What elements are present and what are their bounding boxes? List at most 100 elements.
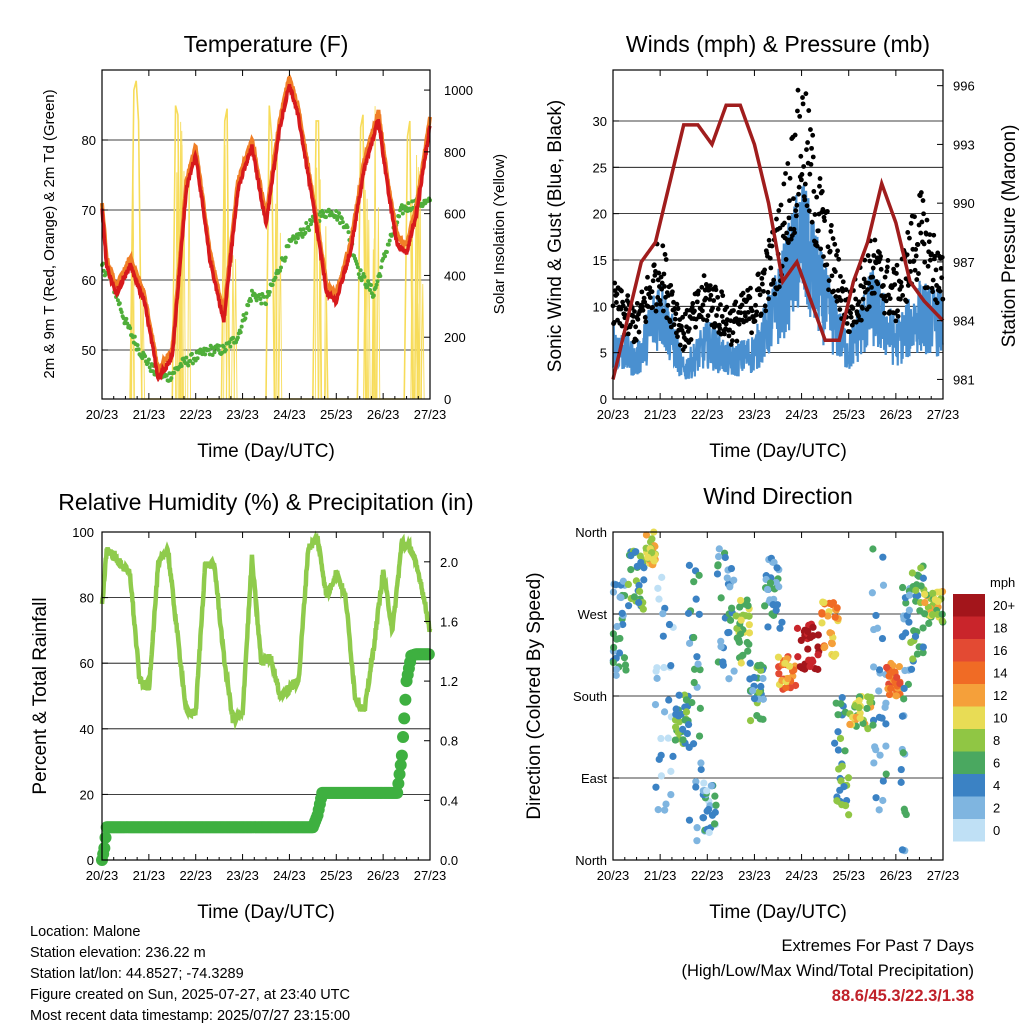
- direction-point: [897, 765, 905, 774]
- direction-point: [743, 596, 751, 604]
- direction-point: [837, 700, 845, 708]
- direction-point: [757, 682, 765, 691]
- legend-swatch: [953, 661, 985, 684]
- gust-point: [826, 287, 831, 293]
- gust-point: [860, 296, 866, 302]
- direction-point: [703, 787, 711, 795]
- direction-point: [672, 710, 680, 718]
- direction-point: [665, 620, 674, 629]
- gust-point: [837, 307, 843, 312]
- solar-spike: [231, 255, 235, 400]
- x-tick-label: 25/23: [832, 868, 865, 883]
- direction-point: [838, 693, 846, 702]
- gust-point: [803, 91, 809, 97]
- direction-point: [929, 589, 937, 597]
- gust-point: [808, 127, 813, 132]
- direction-point: [773, 601, 782, 609]
- direction-point: [699, 814, 707, 822]
- dewpoint-point: [216, 347, 221, 352]
- x-tick-label: 21/23: [644, 868, 677, 883]
- direction-point: [746, 717, 755, 725]
- direction-point: [875, 687, 883, 695]
- gust-point: [792, 132, 798, 138]
- dewpoint-point: [266, 292, 271, 297]
- gust-point: [613, 300, 619, 305]
- gust-point: [824, 262, 830, 268]
- direction-point: [660, 708, 669, 716]
- gust-point: [912, 267, 918, 273]
- dewpoint-point: [146, 357, 151, 362]
- humidity-ticks: 20/23 21/23 22/23 23/23 24/23 25/23 26/23 27/23…: [72, 525, 458, 883]
- gust-point: [922, 259, 928, 265]
- dewpoint-point: [270, 282, 275, 287]
- dewpoint-point: [397, 214, 402, 219]
- gust-point: [759, 281, 765, 287]
- precip-point: [395, 749, 408, 762]
- gust-point: [633, 324, 639, 330]
- direction-point: [899, 749, 907, 757]
- direction-point: [730, 667, 738, 675]
- direction-point: [772, 606, 780, 614]
- direction-point: [814, 651, 822, 659]
- dewpoint-point: [354, 262, 359, 267]
- gust-point: [656, 270, 662, 276]
- gust-point: [817, 183, 822, 189]
- direction-point: [745, 629, 754, 637]
- dewpoint-point: [365, 285, 370, 290]
- gust-point: [787, 175, 793, 181]
- gust-point: [805, 140, 811, 145]
- direction-point: [717, 594, 725, 602]
- gust-point: [742, 313, 748, 319]
- direction-point: [875, 806, 883, 814]
- direction-point: [690, 633, 698, 642]
- temp2m-line: [100, 83, 432, 383]
- direction-point: [644, 553, 652, 561]
- direction-point: [931, 595, 939, 604]
- direction-point: [905, 618, 913, 626]
- gust-point: [938, 265, 944, 271]
- figure-created: Figure created on Sun, 2025-07-27, at 23…: [30, 987, 350, 1003]
- gust-point: [793, 208, 799, 213]
- direction-point: [913, 650, 922, 658]
- gust-point: [645, 274, 650, 280]
- gust-point: [700, 302, 706, 308]
- direction-point: [713, 570, 722, 578]
- direction-point: [667, 767, 675, 775]
- gust-point: [895, 313, 901, 319]
- gust-point: [748, 285, 753, 291]
- gust-point: [782, 220, 787, 226]
- recent-timestamp: Most recent data timestamp: 2025/07/27 2…: [30, 1008, 351, 1024]
- gust-point: [877, 250, 882, 256]
- wind-series: [611, 184, 944, 380]
- gust-point: [766, 237, 772, 243]
- direction-point: [878, 634, 887, 643]
- dewpoint-point: [184, 355, 189, 360]
- gust-point: [636, 329, 642, 335]
- y-tick-label: West: [578, 607, 608, 622]
- direction-point: [662, 800, 670, 808]
- direction-point: [841, 747, 849, 755]
- gust-point: [640, 307, 646, 313]
- direction-point: [692, 595, 700, 603]
- gust-point: [800, 101, 806, 107]
- solar-spike: [318, 208, 322, 400]
- gust-point: [714, 313, 719, 318]
- gust-point: [860, 305, 865, 311]
- direction-point: [774, 653, 783, 661]
- rh-line: [99, 530, 433, 731]
- direction-point: [907, 665, 916, 673]
- temperature-ylabel: 2m & 9m T (Red, Orange) & 2m Td (Green): [41, 89, 58, 378]
- gust-point: [897, 296, 903, 302]
- gust-point: [878, 254, 883, 259]
- direction-point: [675, 718, 683, 726]
- direction-point: [730, 576, 738, 584]
- gust-point: [633, 337, 639, 343]
- dewpoint-point: [379, 265, 384, 270]
- dewpoint-point: [244, 311, 249, 316]
- direction-point: [736, 603, 744, 611]
- gust-point: [795, 87, 801, 93]
- gust-point: [865, 287, 870, 292]
- direction-point: [873, 624, 882, 632]
- dewpoint-point: [359, 278, 364, 283]
- gust-point: [786, 215, 792, 221]
